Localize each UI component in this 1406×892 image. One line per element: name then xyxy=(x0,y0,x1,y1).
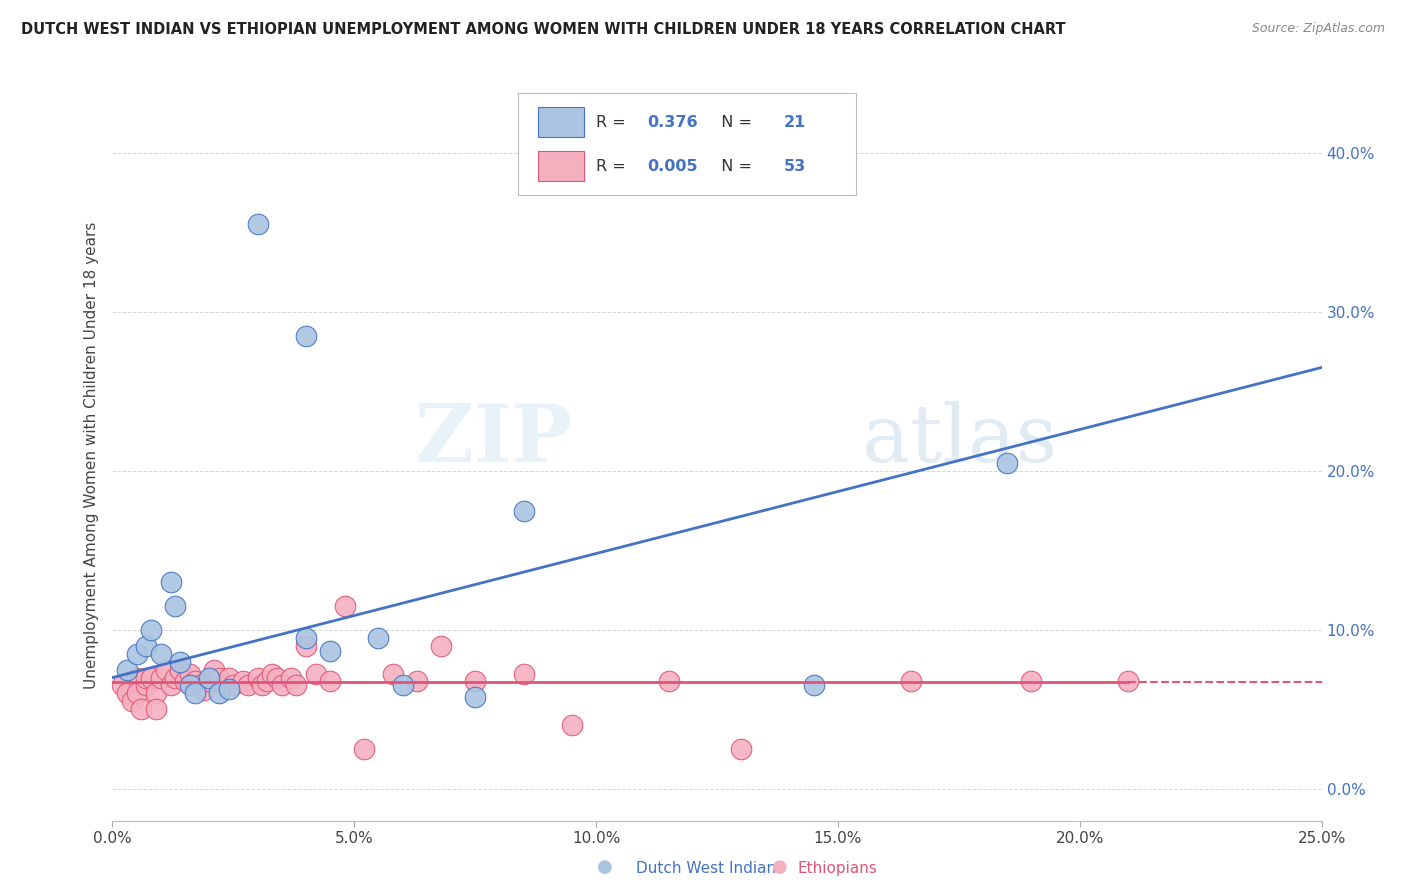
Point xyxy=(222,678,245,692)
Point xyxy=(295,328,318,343)
Point xyxy=(141,623,163,637)
Point xyxy=(183,686,205,700)
Point xyxy=(236,678,259,692)
Point xyxy=(111,678,134,692)
Point xyxy=(464,673,486,688)
Point xyxy=(295,639,318,653)
Point xyxy=(391,678,413,692)
FancyBboxPatch shape xyxy=(517,93,856,195)
Point xyxy=(266,671,288,685)
Point xyxy=(135,639,157,653)
Point xyxy=(430,639,453,653)
Point xyxy=(246,671,269,685)
Point xyxy=(319,673,342,688)
Text: Ethiopians: Ethiopians xyxy=(797,861,877,876)
Point xyxy=(232,673,254,688)
Bar xyxy=(538,107,583,137)
Point xyxy=(464,690,486,704)
Text: 53: 53 xyxy=(783,159,806,174)
Point xyxy=(730,742,752,756)
Point xyxy=(285,678,308,692)
Point xyxy=(900,673,922,688)
Point xyxy=(319,643,342,657)
Point xyxy=(246,218,269,232)
Point xyxy=(280,671,302,685)
Point xyxy=(198,671,221,685)
Point xyxy=(382,667,405,681)
Point xyxy=(179,667,201,681)
Point xyxy=(561,718,583,732)
Point xyxy=(512,503,534,517)
Text: 0.005: 0.005 xyxy=(647,159,697,174)
Point xyxy=(304,667,326,681)
Point xyxy=(252,678,274,692)
Point xyxy=(1116,673,1139,688)
Point xyxy=(179,678,201,692)
Point xyxy=(208,671,231,685)
Bar xyxy=(538,151,583,181)
Text: ●: ● xyxy=(772,858,789,876)
Text: 21: 21 xyxy=(783,114,806,129)
Point xyxy=(115,686,138,700)
Point xyxy=(155,663,177,677)
Point xyxy=(131,702,153,716)
Point xyxy=(218,671,240,685)
Point xyxy=(367,631,389,645)
Point xyxy=(145,686,167,700)
Point xyxy=(202,663,225,677)
Point xyxy=(174,673,197,688)
Text: R =: R = xyxy=(596,114,631,129)
Point xyxy=(141,671,163,685)
Point xyxy=(406,673,429,688)
Point xyxy=(135,678,157,692)
Point xyxy=(803,678,825,692)
Point xyxy=(135,671,157,685)
Point xyxy=(218,681,240,696)
Point xyxy=(169,655,191,669)
Point xyxy=(145,702,167,716)
Point xyxy=(212,678,235,692)
Point xyxy=(169,663,191,677)
Point xyxy=(149,647,172,661)
Point xyxy=(270,678,292,692)
Point xyxy=(198,673,221,688)
Point xyxy=(333,599,356,613)
Point xyxy=(995,456,1018,470)
Point xyxy=(188,678,211,692)
Point xyxy=(512,667,534,681)
Point xyxy=(1021,673,1043,688)
Text: Dutch West Indians: Dutch West Indians xyxy=(636,861,783,876)
Point xyxy=(115,663,138,677)
Text: N =: N = xyxy=(711,159,758,174)
Point xyxy=(159,575,181,590)
Point xyxy=(159,678,181,692)
Point xyxy=(125,671,148,685)
Point xyxy=(208,686,231,700)
Text: N =: N = xyxy=(711,114,758,129)
Point xyxy=(256,673,278,688)
Point xyxy=(125,647,148,661)
Point xyxy=(125,686,148,700)
Point xyxy=(121,694,143,708)
Text: ●: ● xyxy=(596,858,613,876)
Text: 0.376: 0.376 xyxy=(647,114,697,129)
Y-axis label: Unemployment Among Women with Children Under 18 years: Unemployment Among Women with Children U… xyxy=(84,221,100,689)
Point xyxy=(149,671,172,685)
Text: Source: ZipAtlas.com: Source: ZipAtlas.com xyxy=(1251,22,1385,36)
Point xyxy=(353,742,375,756)
Text: DUTCH WEST INDIAN VS ETHIOPIAN UNEMPLOYMENT AMONG WOMEN WITH CHILDREN UNDER 18 Y: DUTCH WEST INDIAN VS ETHIOPIAN UNEMPLOYM… xyxy=(21,22,1066,37)
Text: R =: R = xyxy=(596,159,631,174)
Text: ZIP: ZIP xyxy=(415,401,572,479)
Point xyxy=(183,673,205,688)
Point xyxy=(295,631,318,645)
Point xyxy=(165,599,187,613)
Point xyxy=(193,683,215,698)
Point xyxy=(165,671,187,685)
Point xyxy=(658,673,681,688)
Point xyxy=(262,667,284,681)
Text: atlas: atlas xyxy=(862,401,1057,479)
